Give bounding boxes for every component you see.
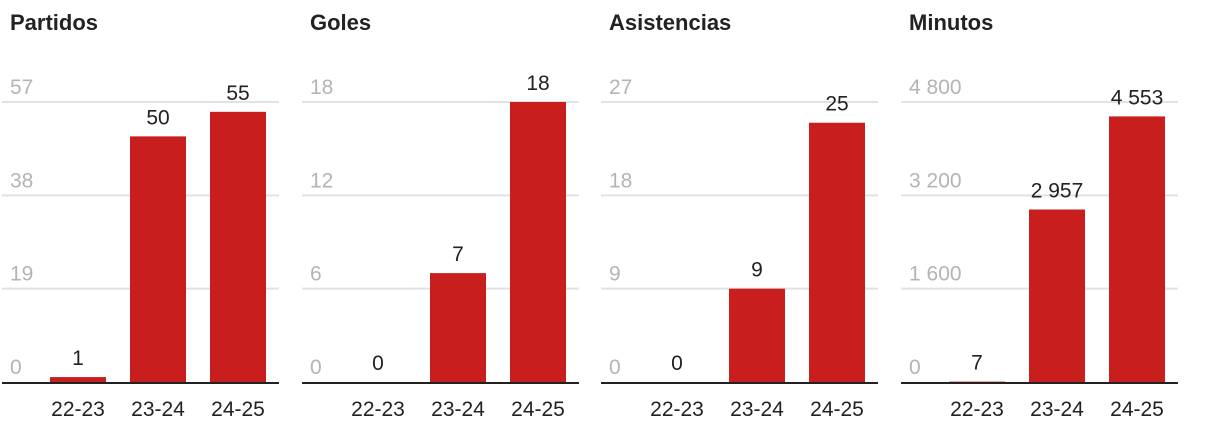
data-label: 2 957	[1031, 180, 1084, 203]
x-tick-label: 24-25	[810, 398, 864, 421]
x-tick-label: 23-24	[431, 398, 485, 421]
y-tick-label: 3 200	[909, 169, 962, 192]
y-tick-label: 1 600	[909, 263, 962, 286]
data-label: 55	[226, 82, 249, 105]
y-tick-label: 0	[909, 356, 921, 379]
chart-title: Asistencias	[609, 10, 732, 35]
y-tick-label: 18	[310, 76, 333, 99]
y-tick-label: 4 800	[909, 76, 962, 99]
bar-chart-goles: 0 6 12 18 0 22-23 7 23-24 18 24-25	[302, 72, 579, 421]
bar-24-25	[210, 111, 266, 383]
chart-panel-goles: Goles 0 6 12 18 0 22-23 7 23-24 18 24-25	[300, 0, 590, 434]
data-label: 9	[751, 259, 763, 282]
y-tick-label: 27	[609, 76, 632, 99]
bar-chart-partidos: 0 19 38 57 1 22-23 50 23-24 55 24-25	[2, 76, 279, 421]
chart-title: Partidos	[10, 10, 99, 35]
x-tick-label: 24-25	[211, 398, 265, 421]
chart-panel-partidos: Partidos 0 19 38 57 1 22-23 50 23-24 55 24-25	[0, 0, 290, 434]
data-label: 0	[671, 352, 683, 375]
x-tick-label: 23-24	[1030, 398, 1084, 421]
bar-22-23	[50, 377, 106, 382]
data-label: 4 553	[1111, 86, 1164, 109]
x-tick-label: 22-23	[51, 398, 105, 421]
data-label: 7	[971, 352, 983, 375]
x-tick-label: 23-24	[131, 398, 185, 421]
bar-24-25	[510, 102, 566, 382]
bar-24-25	[809, 122, 865, 383]
y-tick-label: 0	[609, 356, 621, 379]
chart-title: Minutos	[909, 10, 994, 35]
y-tick-label: 12	[310, 169, 333, 192]
bar-chart-minutos: 0 1 600 3 200 4 800 7 22-23 2 957 23-24 4 553 24-…	[901, 76, 1178, 421]
y-tick-label: 18	[609, 169, 632, 192]
bar-chart-asistencias: 0 9 18 27 0 22-23 9 23-24 25 24-25	[601, 76, 878, 421]
data-label: 1	[72, 347, 84, 370]
y-tick-label: 0	[10, 356, 22, 379]
bar-23-24	[430, 273, 486, 382]
chart-title: Goles	[310, 10, 372, 35]
y-tick-label: 57	[10, 76, 33, 99]
x-tick-label: 23-24	[730, 398, 784, 421]
chart-panel-minutos: Minutos 0 1 600 3 200 4 800 7 22-23 2 957 23-24…	[899, 0, 1189, 434]
y-tick-label: 19	[10, 263, 33, 286]
data-label: 18	[526, 72, 549, 95]
x-tick-label: 22-23	[950, 398, 1004, 421]
bar-23-24	[130, 136, 186, 382]
y-tick-label: 38	[10, 169, 33, 192]
x-tick-label: 22-23	[650, 398, 704, 421]
bar-23-24	[729, 288, 785, 382]
chart-panel-asistencias: Asistencias 0 9 18 27 0 22-23 9 23-24 25 24-25	[599, 0, 889, 434]
data-label: 7	[452, 243, 464, 266]
data-label: 50	[146, 106, 169, 129]
y-tick-label: 0	[310, 356, 322, 379]
bar-23-24	[1029, 209, 1085, 382]
bar-24-25	[1109, 116, 1165, 383]
data-label: 0	[372, 352, 384, 375]
x-tick-label: 22-23	[351, 398, 405, 421]
x-tick-label: 24-25	[1110, 398, 1164, 421]
y-tick-label: 6	[310, 263, 322, 286]
x-tick-label: 24-25	[511, 398, 565, 421]
y-tick-label: 9	[609, 263, 621, 286]
data-label: 25	[825, 93, 848, 116]
